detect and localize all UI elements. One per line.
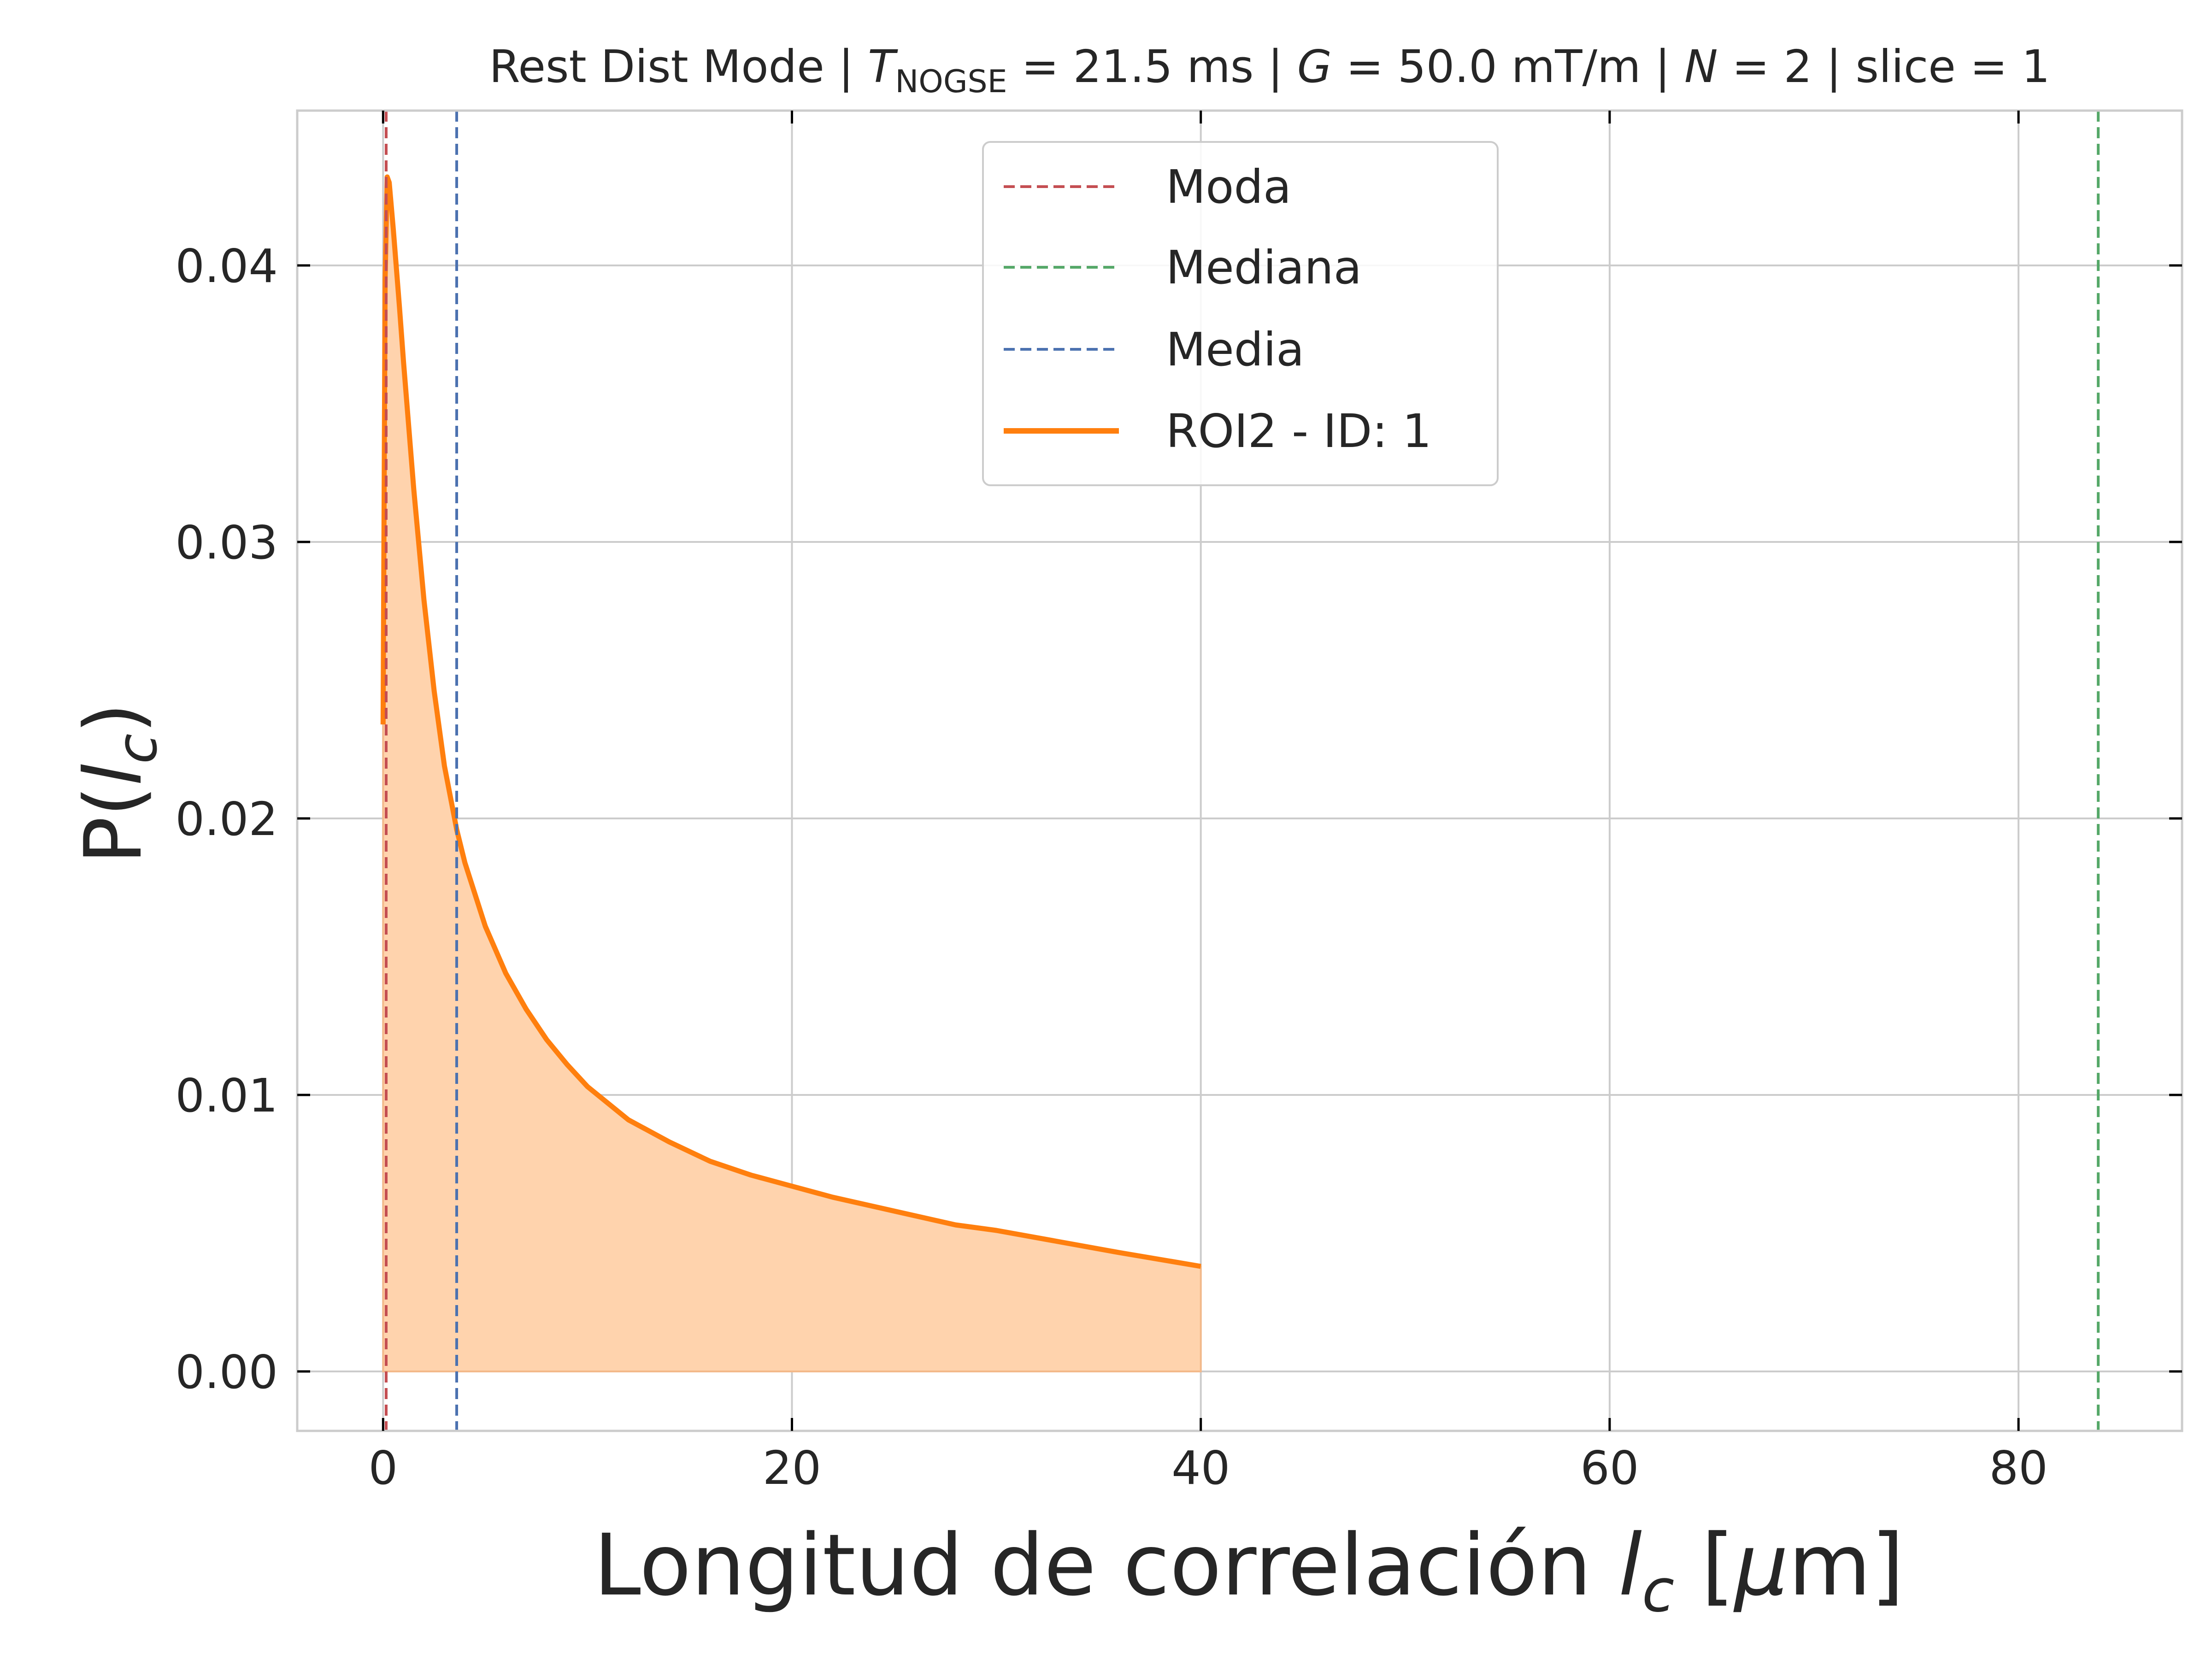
y-tick-label: 0.00 <box>175 1345 278 1399</box>
x-tick-label: 80 <box>1989 1441 2047 1495</box>
chart-title: Rest Dist Mode | TNOGSE = 21.5 ms | G = … <box>489 41 2050 100</box>
legend-label-roi: ROI2 - ID: 1 <box>1166 404 1432 458</box>
legend-label-moda: Moda <box>1166 160 1291 214</box>
x-tick-label: 0 <box>368 1441 398 1495</box>
axis-ticks <box>297 111 2182 1431</box>
legend-label-mediana: Mediana <box>1166 241 1362 294</box>
tick-labels: 0 20 40 60 80 0.00 0.01 0.02 0.03 0.04 <box>175 239 2047 1495</box>
y-tick-label: 0.01 <box>175 1069 278 1123</box>
y-tick-label: 0.03 <box>175 516 278 570</box>
data-layer <box>380 111 2100 1431</box>
x-tick-label: 40 <box>1171 1441 1230 1495</box>
legend: Moda Mediana Media ROI2 - ID: 1 <box>982 141 1499 486</box>
series-line-roi2 <box>380 174 1201 1269</box>
y-axis-label: P(lc) <box>68 703 170 864</box>
y-tick-label: 0.04 <box>175 239 278 293</box>
legend-box <box>982 141 1499 486</box>
x-axis-label: Longitud de correlación lc [μm] <box>594 1516 1904 1625</box>
plot-frame <box>296 109 2183 1432</box>
x-tick-label: 60 <box>1580 1441 1639 1495</box>
legend-label-media: Media <box>1166 323 1304 377</box>
y-tick-label: 0.02 <box>175 792 278 846</box>
x-tick-label: 20 <box>763 1441 821 1495</box>
